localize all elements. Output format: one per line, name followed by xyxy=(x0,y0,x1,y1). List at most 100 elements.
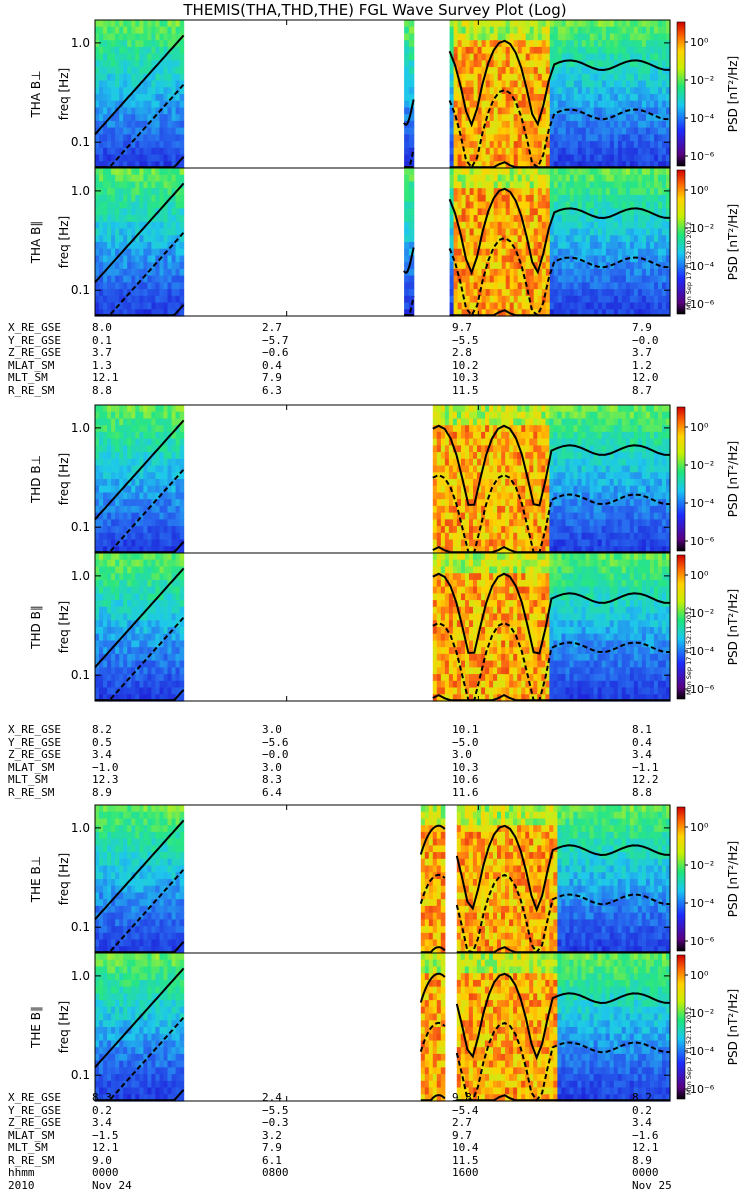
ephemeris-row: X_RE_GSE 8.2 3.0 10.1 8.1 xyxy=(8,723,748,737)
colorbar-tick-label: 10⁻² xyxy=(690,859,714,872)
ephemeris-value: 2.7 xyxy=(452,1116,472,1129)
ephemeris-value: 8.2 xyxy=(92,723,112,736)
ephemeris-value: 6.3 xyxy=(262,383,282,397)
ephemeris-value: 6.4 xyxy=(262,785,282,799)
colorbar-tick-label: 10⁻⁶ xyxy=(690,683,715,696)
ephemeris-label: R_RE_SM xyxy=(8,1153,55,1167)
ephemeris-row: R_RE_SM 8.8 6.3 11.5 8.7 xyxy=(8,383,748,398)
ephemeris-value: 0.4 xyxy=(632,735,652,749)
y-tick-label: 1.0 xyxy=(71,969,90,983)
date-label: Nov 25 xyxy=(632,1178,672,1192)
y-axis-label: freq [Hz] xyxy=(57,453,71,505)
panel-label: THE B⊥ xyxy=(29,856,43,903)
y-tick-label: 0.1 xyxy=(71,520,90,534)
ephemeris-row: R_RE_SM 9.0 6.1 11.5 8.9 xyxy=(8,1153,748,1168)
ephemeris-row: X_RE_GSE 8.0 2.7 9.7 7.9 xyxy=(8,321,748,335)
y-axis-label: freq [Hz] xyxy=(57,853,71,905)
ephemeris-value: −5.7 xyxy=(262,333,289,347)
colorbar xyxy=(676,806,686,952)
x-tick-label: 1600 xyxy=(452,1166,479,1179)
ephemeris-value: 10.2 xyxy=(452,358,479,372)
colorbar-label: PSD [nT²/Hz] xyxy=(726,841,740,917)
colorbar-tick-label: 10⁰ xyxy=(690,184,709,197)
panel-label: THA B⊥ xyxy=(29,70,43,118)
ephemeris-row: MLAT_SM 1.3 0.4 10.2 1.2 xyxy=(8,358,748,373)
colorbar-label: PSD [nT²/Hz] xyxy=(726,989,740,1065)
ephemeris-value: 10.6 xyxy=(452,773,479,786)
ephemeris-value: 0.4 xyxy=(262,358,282,372)
ephemeris-value: −1.5 xyxy=(92,1128,119,1142)
colorbar-tick-label: 10⁰ xyxy=(690,969,709,982)
ephemeris-value: −0.6 xyxy=(262,346,289,359)
colorbar xyxy=(676,554,686,700)
colorbar-tick-label: 10⁻² xyxy=(690,459,714,472)
time-axis-label: hhmm xyxy=(8,1166,35,1179)
colorbar-label: PSD [nT²/Hz] xyxy=(726,56,740,132)
ephemeris-value: −5.5 xyxy=(262,1103,289,1117)
ephemeris-value: 10.4 xyxy=(452,1141,479,1154)
time-axis-row: hhmm 0000 0800 1600 0000 xyxy=(8,1166,748,1180)
ephemeris-row: R_RE_SM 8.9 6.4 11.6 8.8 xyxy=(8,785,748,800)
ephemeris-value: 3.0 xyxy=(452,748,472,761)
ephemeris-value: −1.6 xyxy=(632,1128,659,1142)
ephemeris-value: 3.0 xyxy=(262,723,282,736)
colorbar-tick-label: 10⁻⁴ xyxy=(690,1045,715,1058)
colorbar xyxy=(676,954,686,1100)
ephemeris-label: MLT_SM xyxy=(8,371,48,384)
spectrogram-panel: 1.0 0.1 freq [Hz] THE B⊥ 10⁰ 10⁻² 10⁻⁴ 10⁻⁶ PSD … xyxy=(29,804,740,954)
panel-label: THE B∥ xyxy=(29,1006,43,1049)
colorbar-tick-label: 10⁻² xyxy=(690,607,714,620)
timestamp-stamp: Mon Sep 17 11:52:11 2012 xyxy=(685,1007,693,1095)
colorbar-tick-label: 10⁻² xyxy=(690,222,714,235)
ephemeris-value: −1.0 xyxy=(92,760,119,774)
y-axis-label: freq [Hz] xyxy=(57,1001,71,1053)
ephemeris-value: 6.1 xyxy=(262,1153,282,1167)
ephemeris-value: 12.1 xyxy=(92,1141,119,1154)
ephemeris-label: Z_RE_GSE xyxy=(8,748,61,761)
ephemeris-value: 1.3 xyxy=(92,358,112,372)
colorbar-label: PSD [nT²/Hz] xyxy=(726,589,740,665)
timestamp-stamp: Mon Sep 17 11:52:11 2012 xyxy=(685,607,693,695)
y-tick-label: 1.0 xyxy=(71,821,90,835)
colorbar-tick-label: 10⁻⁶ xyxy=(690,935,715,948)
panel-label: THD B⊥ xyxy=(29,455,43,504)
ephemeris-value: 3.7 xyxy=(92,346,112,359)
colorbar-tick-label: 10⁻⁶ xyxy=(690,1083,715,1096)
ephemeris-value: 8.2 xyxy=(632,1091,652,1104)
ephemeris-value: 7.9 xyxy=(262,371,282,384)
y-tick-label: 0.1 xyxy=(71,135,90,149)
ephemeris-label: Z_RE_GSE xyxy=(8,346,61,359)
ephemeris-value: 9.7 xyxy=(452,321,472,334)
chart-title: THEMIS(THA,THD,THE) FGL Wave Survey Plot… xyxy=(183,1,567,19)
ephemeris-value: 8.0 xyxy=(92,321,112,334)
ephemeris-value: −0.0 xyxy=(262,748,289,761)
ephemeris-row: MLT_SM 12.1 7.9 10.4 12.1 xyxy=(8,1141,748,1155)
ephemeris-value: −5.6 xyxy=(262,735,289,749)
colorbar-tick-label: 10⁰ xyxy=(690,569,709,582)
date-label: Nov 24 xyxy=(92,1178,132,1192)
ephemeris-row: Z_RE_GSE 3.4 −0.0 3.0 3.4 xyxy=(8,748,748,762)
x-tick-label: 0000 xyxy=(632,1166,659,1179)
time-axis-row: 2010 Nov 24 Nov 25 xyxy=(8,1178,748,1193)
time-axis-label: 2010 xyxy=(8,1178,35,1192)
ephemeris-value: 7.9 xyxy=(262,1141,282,1154)
ephemeris-value: −0.3 xyxy=(262,1116,289,1129)
spectrogram-panel: 1.0 0.1 freq [Hz] THA B∥ 10⁰ 10⁻² 10⁻⁴ 10⁻⁶ PSD … xyxy=(29,167,740,317)
colorbar-tick-label: 10⁻⁴ xyxy=(690,112,715,125)
ephemeris-value: 3.2 xyxy=(262,1128,282,1142)
ephemeris-value: 10.3 xyxy=(452,760,479,774)
ephemeris-value: 8.3 xyxy=(92,1091,112,1104)
ephemeris-label: MLAT_SM xyxy=(8,358,55,372)
ephemeris-row: MLT_SM 12.3 8.3 10.6 12.2 xyxy=(8,773,748,787)
ephemeris-value: 8.9 xyxy=(632,1153,652,1167)
ephemeris-value: 8.1 xyxy=(632,723,652,736)
y-tick-label: 1.0 xyxy=(71,421,90,435)
spectrogram-panel: 1.0 0.1 freq [Hz] THD B∥ 10⁰ 10⁻² 10⁻⁴ 10⁻⁶ PSD … xyxy=(29,552,740,702)
timestamp-stamp: Mon Sep 17 11:52:10 2012 xyxy=(685,222,693,310)
colorbar xyxy=(676,406,686,552)
ephemeris-label: R_RE_SM xyxy=(8,383,55,397)
ephemeris-value: 2.8 xyxy=(452,346,472,359)
ephemeris-value: 10.1 xyxy=(452,723,479,736)
ephemeris-value: 9.8 xyxy=(452,1091,472,1104)
